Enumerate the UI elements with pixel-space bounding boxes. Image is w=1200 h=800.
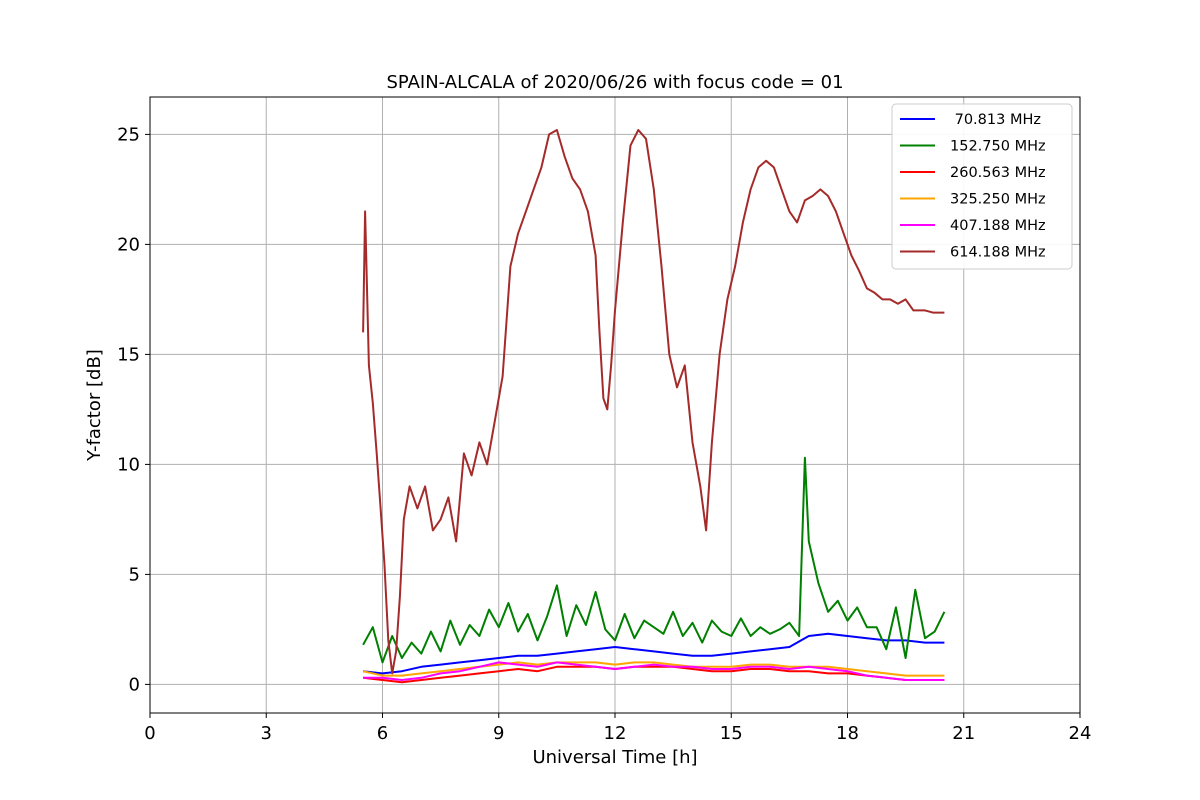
legend-label: 260.563 MHz: [950, 165, 1046, 181]
plot-series: [362, 129, 946, 684]
x-tick-label: 0: [144, 723, 155, 744]
series-line-1: [362, 456, 946, 664]
series-line-2: [362, 665, 945, 684]
series-line-4: [363, 661, 945, 681]
legend-label: 325.250 MHz: [950, 192, 1046, 208]
y-tick-label: 10: [117, 454, 140, 475]
legend: 70.813 MHz 152.750 MHz 260.563 MHz 325.250 …: [891, 103, 1073, 270]
series-line-3: [362, 661, 945, 677]
legend-label: 407.188 MHz: [950, 218, 1046, 234]
series-line-0: [362, 632, 945, 675]
x-tick-label: 12: [604, 723, 627, 744]
x-tick-label: 21: [952, 723, 975, 744]
x-tick-label: 9: [493, 723, 504, 744]
axis-ticks: 0 3 6 9 12 15 18 21 24 0 5 10 15 20 25: [117, 124, 1091, 744]
x-tick-label: 6: [377, 723, 388, 744]
x-axis-title: Universal Time [h]: [532, 747, 697, 768]
x-tick-label: 24: [1069, 723, 1092, 744]
y-axis-title: Y-factor [dB]: [84, 349, 105, 462]
legend-box: [891, 103, 1073, 270]
x-tick-label: 18: [836, 723, 859, 744]
legend-label: 70.813 MHz: [950, 112, 1041, 128]
y-tick-label: 20: [117, 234, 140, 255]
chart-title: SPAIN-ALCALA of 2020/06/26 with focus co…: [386, 72, 843, 93]
y-tick-label: 5: [129, 564, 140, 585]
legend-label: 614.188 MHz: [950, 245, 1046, 261]
x-tick-label: 3: [261, 723, 272, 744]
series-line-5: [362, 129, 945, 675]
y-tick-label: 25: [117, 124, 140, 145]
y-tick-label: 0: [129, 674, 140, 695]
x-tick-label: 15: [720, 723, 743, 744]
y-tick-label: 15: [117, 344, 140, 365]
legend-label: 152.750 MHz: [950, 139, 1046, 155]
